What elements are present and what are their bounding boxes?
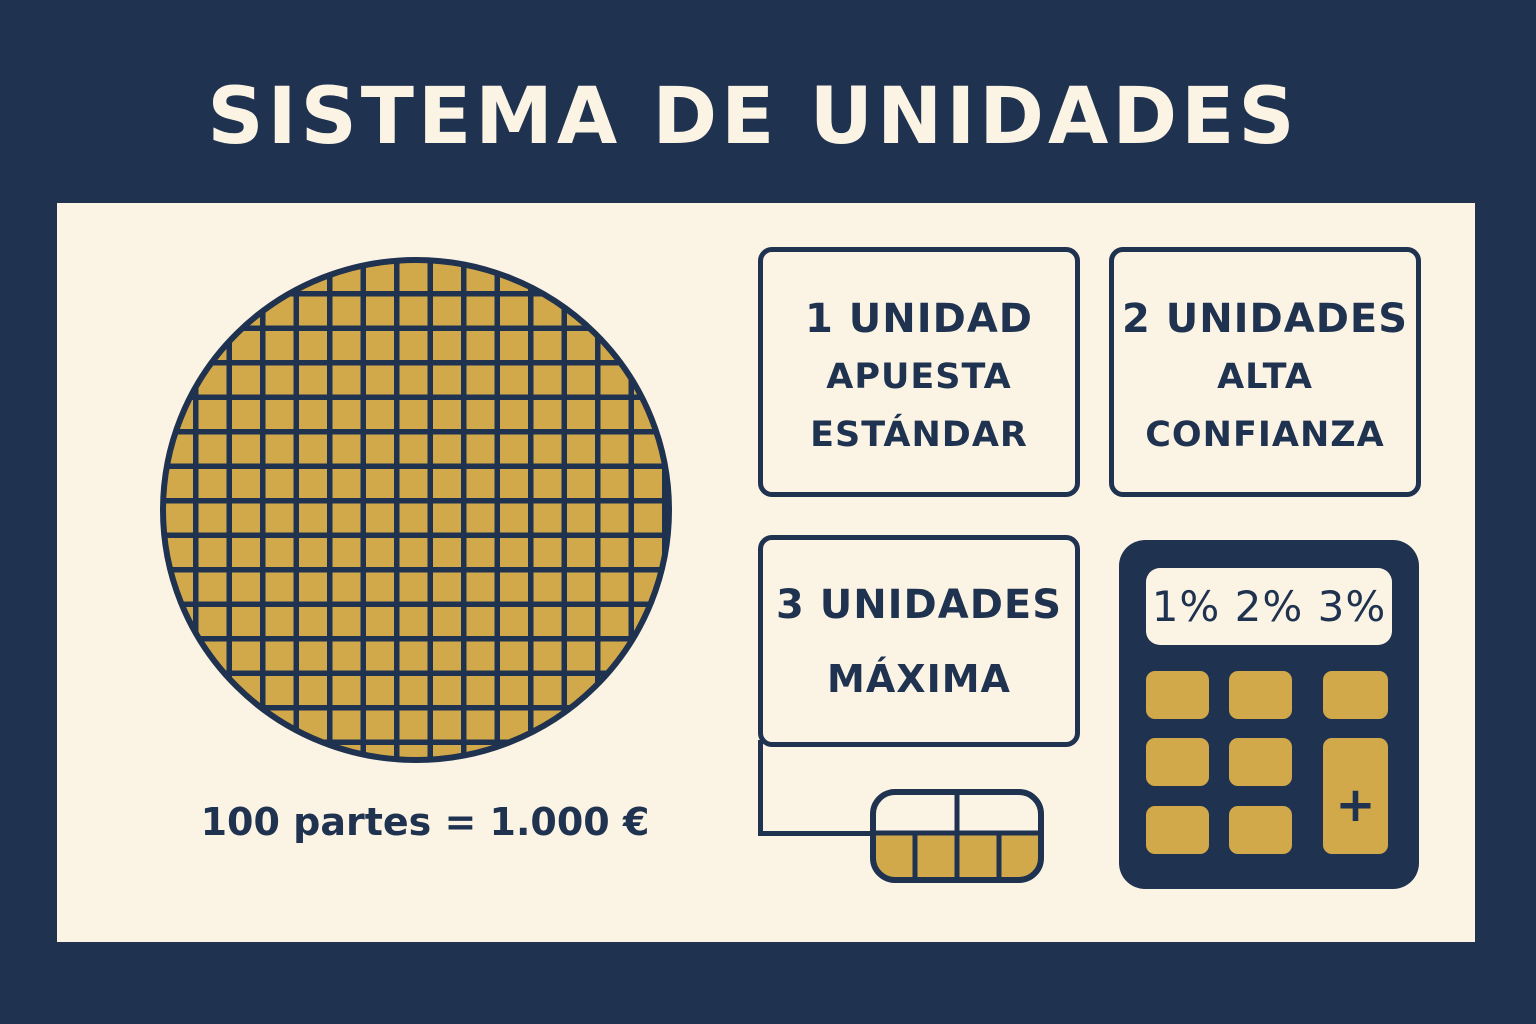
segmented-chip-icon — [870, 789, 1044, 883]
card-1-unidad: 1 UNIDAD APUESTA ESTÁNDAR — [758, 247, 1080, 497]
card-line: MÁXIMA — [827, 657, 1011, 701]
card-line: CONFIANZA — [1145, 415, 1385, 455]
calculator-key — [1146, 671, 1209, 719]
calculator-icon: 1% 2% 3% + — [1119, 540, 1419, 889]
bankroll-caption: 100 partes = 1.000 € — [200, 800, 650, 844]
card-line: ALTA — [1217, 357, 1313, 397]
page-title: SISTEMA DE UNIDADES — [207, 72, 1299, 162]
calculator-key — [1229, 671, 1292, 719]
card-heading: 3 UNIDADES — [775, 582, 1063, 628]
card-line: APUESTA — [826, 357, 1012, 397]
calculator-display: 1% 2% 3% — [1146, 568, 1392, 645]
grid-circle-icon — [160, 257, 672, 763]
calculator-key — [1229, 806, 1292, 854]
connector-line — [758, 740, 888, 836]
card-3-unidades: 3 UNIDADES MÁXIMA — [758, 535, 1080, 747]
card-line: ESTÁNDAR — [810, 415, 1028, 455]
calculator-key — [1229, 738, 1292, 786]
calculator-key — [1146, 738, 1209, 786]
plus-glyph: + — [1335, 777, 1376, 833]
calculator-key — [1146, 806, 1209, 854]
plus-key-icon: + — [1323, 738, 1388, 854]
card-heading: 2 UNIDADES — [1121, 296, 1409, 342]
calculator-key — [1323, 671, 1388, 719]
card-2-unidades: 2 UNIDADES ALTA CONFIANZA — [1109, 247, 1421, 497]
card-heading: 1 UNIDAD — [805, 296, 1033, 342]
